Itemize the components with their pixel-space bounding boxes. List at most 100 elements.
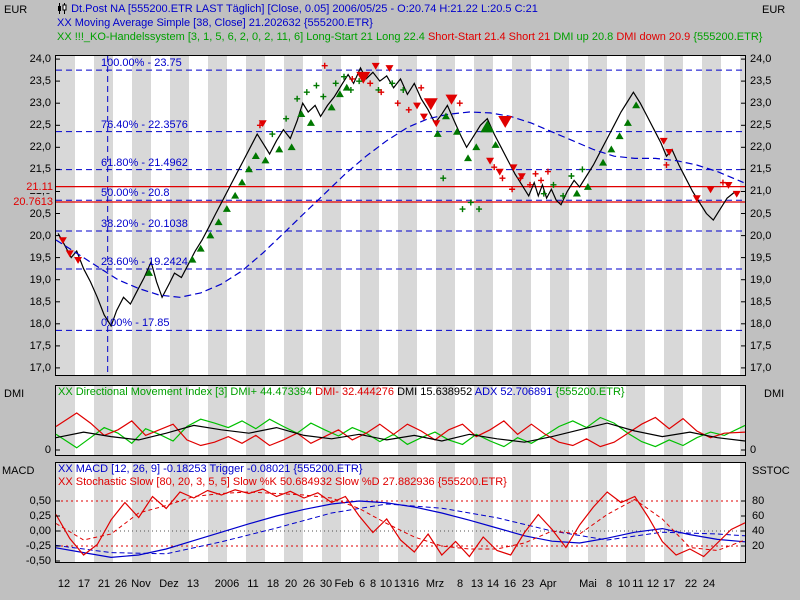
fib-level-label: 0.00% - 17.85 xyxy=(101,317,170,329)
plus-signal-marker xyxy=(356,78,363,85)
sell-signal-marker xyxy=(692,195,701,203)
plus-signal-marker xyxy=(294,95,301,102)
date-tick-label: 21 xyxy=(97,578,111,590)
price-tick-label: 18,5 xyxy=(750,296,772,308)
plus-signal-marker xyxy=(527,181,534,188)
price-tick-label: 23,5 xyxy=(29,75,51,87)
date-tick-label: Feb xyxy=(334,578,354,590)
system-header-segment: XX !!!_KO-Handelssystem [3, 1, 5, 6, 2, … xyxy=(57,31,428,43)
sell-signal-marker xyxy=(65,250,74,258)
price-tick-label: 19,0 xyxy=(750,274,772,286)
sell-signal-marker xyxy=(517,173,526,181)
buy-signal-marker xyxy=(452,127,461,135)
date-tick-label: 18 xyxy=(266,578,280,590)
plus-signal-marker xyxy=(347,86,354,93)
macd-left-axis-label: MACD xyxy=(2,465,35,477)
date-tick-label: 10 xyxy=(617,578,631,590)
price-tick-label: 20,5 xyxy=(29,208,51,220)
sell-signal-marker xyxy=(258,120,267,128)
price-tick-label: 20,0 xyxy=(29,230,51,242)
macd-tick-label: -0,50 xyxy=(25,555,51,567)
buy-signal-marker xyxy=(327,103,336,111)
fib-level-label: 23.60% - 19.2424 xyxy=(101,256,188,268)
system-header-segment: DMI down 20.9 xyxy=(616,31,694,43)
date-tick-label: 22 xyxy=(684,578,698,590)
plus-signal-marker xyxy=(321,62,328,69)
date-tick-label: 23 xyxy=(521,578,535,590)
price-tick-label: 20,0 xyxy=(750,230,772,242)
price-tick-label: 22,0 xyxy=(750,141,772,153)
plus-signal-marker xyxy=(540,190,547,197)
stochastic-slow-k-line xyxy=(55,488,746,558)
buy-signal-marker xyxy=(491,141,500,148)
buy-signal-marker xyxy=(214,218,223,226)
date-tick-label: Nov xyxy=(131,578,151,590)
plus-signal-marker xyxy=(544,168,551,175)
buy-signal-marker xyxy=(297,110,306,118)
plus-signal-marker xyxy=(499,175,506,182)
sell-signal-marker xyxy=(445,94,458,105)
plus-signal-marker xyxy=(459,206,466,213)
left-price-unit-label: EUR xyxy=(4,4,28,16)
dmi-zero-tick-label: 0 xyxy=(750,444,757,456)
price-tick-label: 21,0 xyxy=(750,185,772,197)
date-tick-label: 12 xyxy=(646,578,660,590)
date-tick-label: 10 xyxy=(379,578,393,590)
sell-signal-marker xyxy=(724,182,733,189)
system-header-segment: Short-Start 21.4 Short 21 xyxy=(427,31,554,43)
sell-signal-marker xyxy=(58,237,67,244)
macd-trigger-line xyxy=(55,503,746,555)
sell-signal-marker xyxy=(413,102,422,110)
plus-signal-marker xyxy=(332,80,339,87)
plus-signal-marker xyxy=(341,73,348,80)
buy-signal-marker xyxy=(441,112,450,120)
date-tick-label: 17 xyxy=(662,578,676,590)
plus-signal-marker xyxy=(367,80,374,87)
plus-signal-marker xyxy=(568,173,575,180)
plus-signal-marker xyxy=(400,86,407,93)
buy-signal-marker xyxy=(261,156,270,164)
price-tick-label: 21,5 xyxy=(750,163,772,175)
dmi-adx-line xyxy=(55,422,746,443)
sstoc-tick-label: 40 xyxy=(752,525,765,537)
date-tick-label: Mai xyxy=(579,578,597,590)
buy-signal-marker xyxy=(607,145,616,153)
buy-signal-marker xyxy=(599,158,608,166)
plus-signal-marker xyxy=(456,100,463,107)
date-tick-label: Dez xyxy=(159,578,179,590)
macd-tick-label: 0,50 xyxy=(29,495,51,507)
buy-signal-marker xyxy=(335,90,344,98)
plus-signal-marker xyxy=(405,106,412,113)
buy-signal-marker xyxy=(623,119,632,126)
plus-signal-marker xyxy=(509,186,516,193)
buy-signal-marker xyxy=(480,120,495,133)
sell-signal-marker xyxy=(495,168,504,176)
price-tick-label: 17,0 xyxy=(750,362,772,374)
dmi-header-segment: XX Directional Movement Index [3] xyxy=(58,386,231,398)
plus-signal-marker xyxy=(320,93,327,100)
plus-signal-marker xyxy=(394,100,401,107)
plus-signal-marker xyxy=(550,181,557,188)
buy-signal-marker xyxy=(306,119,315,126)
buy-signal-marker xyxy=(145,269,154,276)
plus-signal-marker xyxy=(560,192,567,199)
plus-signal-marker xyxy=(476,206,483,213)
plus-signal-marker xyxy=(418,84,425,91)
date-tick-label: Apr xyxy=(539,578,557,590)
price-tick-label: 18,5 xyxy=(29,296,51,308)
date-tick-label: 16 xyxy=(406,578,420,590)
price-tick-label: 20,5 xyxy=(750,208,772,220)
plus-signal-marker xyxy=(269,131,276,138)
sstoc-tick-label: 20 xyxy=(752,540,765,552)
plus-signal-marker xyxy=(663,161,670,168)
dmi-panel[interactable]: XX Directional Movement Index [3] DMI+ 4… xyxy=(55,385,746,456)
plus-signal-marker xyxy=(579,166,586,173)
price-tick-label: 21,5 xyxy=(29,163,51,175)
fib-level-label: 100.00% - 23.75 xyxy=(101,57,182,69)
price-chart-panel[interactable]: 100.00% - 23.75 76.40% - 22.3576 61.80% - … xyxy=(55,55,746,376)
sell-signal-marker xyxy=(385,65,394,72)
system-header-segment: DMI up 20.8 xyxy=(553,31,617,43)
macd-stochastic-panel[interactable]: XX MACD [12, 26, 9] -0.18253 Trigger -0.… xyxy=(55,462,746,563)
sell-signal-marker xyxy=(509,164,518,172)
date-tick-label: 12 xyxy=(57,578,71,590)
